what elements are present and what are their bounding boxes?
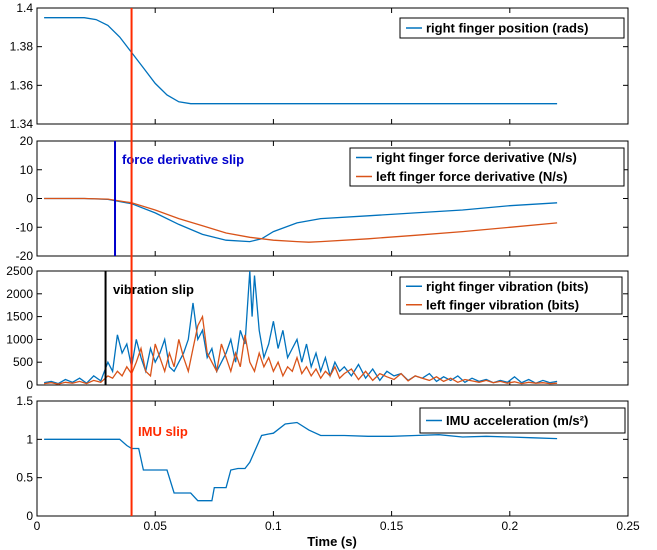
y-tick-label: 2000 [6, 287, 33, 301]
y-tick-label: 1.34 [10, 117, 34, 131]
y-tick-label: 20 [20, 134, 34, 148]
y-tick-label: 10 [20, 163, 34, 177]
x-axis: 0 0.05 0.1 0.15 0.2 0.25 [34, 519, 640, 533]
panel-frame [36, 270, 629, 386]
panels-layer: 1.34 1.36 1.38 1.4 right finger position (ra… [6, 1, 629, 523]
y-tick-label: 1 [26, 432, 33, 446]
panel-frame [36, 400, 629, 517]
y-tick-label: -20 [16, 249, 34, 263]
y-tick-label: 1500 [6, 310, 33, 324]
legend-box [399, 17, 625, 39]
series-line-1 [44, 197, 558, 243]
x-tick-label: 0.25 [616, 519, 640, 533]
panel-4: 0 0.5 1 1.5 IMU slip IMU acceleration (m/s²) [16, 394, 629, 523]
legend: right finger vibration (bits) left finger… [399, 276, 623, 315]
panel-1: 1.34 1.36 1.38 1.4 right finger position (ra… [10, 1, 629, 131]
legend-box [419, 407, 626, 434]
y-tick-label: 0 [26, 378, 33, 392]
series-line-2 [44, 197, 558, 243]
x-axis-label: Time (s) [307, 534, 357, 549]
y-tick-label: -10 [16, 220, 34, 234]
legend: right finger force derivative (N/s) left … [349, 147, 625, 187]
series-line-1 [43, 271, 558, 385]
legend-label-1: right finger vibration (bits) [426, 279, 589, 294]
legend-label-2: left finger vibration (bits) [426, 297, 579, 312]
x-tick-label: 0.05 [144, 519, 168, 533]
x-tick-label: 0.15 [380, 519, 404, 533]
x-tick-label: 0.2 [501, 519, 518, 533]
legend: right finger position (rads) [399, 17, 625, 39]
slip-annotation: force derivative slip [122, 152, 244, 167]
y-tick-label: 1.4 [16, 1, 33, 15]
y-tick-label: 0 [26, 509, 33, 523]
legend-label-1: right finger force derivative (N/s) [376, 150, 577, 165]
y-tick-label: 0.5 [16, 471, 33, 485]
x-tick-label: 0 [34, 519, 41, 533]
y-tick-label: 0 [26, 192, 33, 206]
x-tick-label: 0.1 [265, 519, 282, 533]
y-tick-label: 2500 [6, 264, 33, 278]
y-tick-label: 1.38 [10, 40, 34, 54]
panel-frame [36, 7, 629, 125]
legend: IMU acceleration (m/s²) [419, 407, 626, 434]
slip-annotation: IMU slip [138, 424, 188, 439]
y-tick-label: 500 [13, 355, 33, 369]
y-tick-label: 1000 [6, 332, 33, 346]
legend-label-1: IMU acceleration (m/s²) [446, 413, 588, 428]
y-tick-label: 1.5 [16, 394, 33, 408]
series-line-1 [44, 17, 558, 105]
series-line-1 [44, 421, 558, 502]
legend-box [349, 147, 625, 187]
slip-annotation: vibration slip [113, 282, 194, 297]
legend-label-2: left finger force derivative (N/s) [376, 169, 567, 184]
panel-3: 0 500 1000 1500 2000 2500 vibration slip right … [6, 264, 629, 392]
legend-label-1: right finger position (rads) [426, 21, 589, 36]
panel-2: -20 -10 0 10 20 force derivative slip right fi… [16, 134, 629, 263]
y-tick-label: 1.36 [10, 78, 34, 92]
series-line-2 [44, 314, 558, 385]
legend-box [399, 276, 623, 315]
